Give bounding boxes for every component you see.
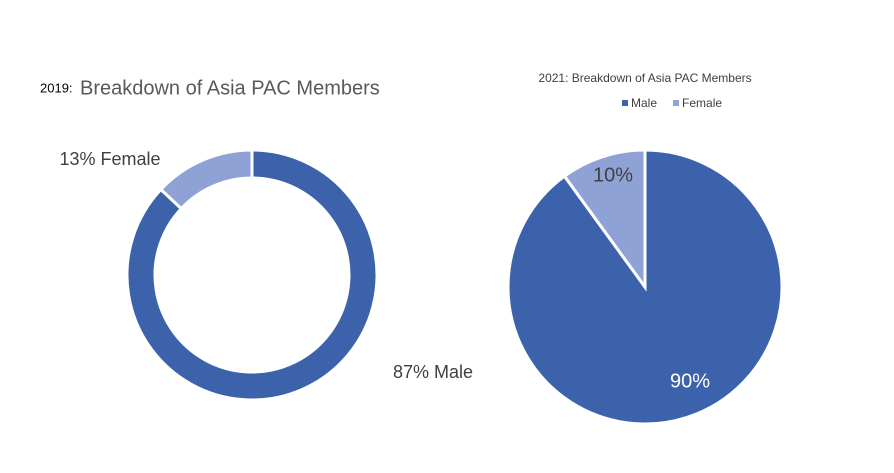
legend-swatch (673, 100, 680, 106)
chart-title: Breakdown of Asia PAC Members (80, 77, 380, 99)
donut-segment (158, 148, 254, 211)
chart-title: 2021: Breakdown of Asia PAC Members (538, 71, 751, 85)
data-label: 13% Female (59, 149, 160, 169)
pie-slice (562, 148, 647, 292)
donut-segment (125, 148, 379, 402)
data-label: 10% (593, 164, 633, 186)
data-label: 87% Male (393, 362, 473, 382)
legend-label: Male (631, 96, 657, 110)
chart-title-prefix: 2019: (40, 80, 73, 95)
legend-swatch (622, 100, 628, 106)
legend-label: Female (682, 96, 722, 110)
data-label: 90% (670, 370, 710, 392)
